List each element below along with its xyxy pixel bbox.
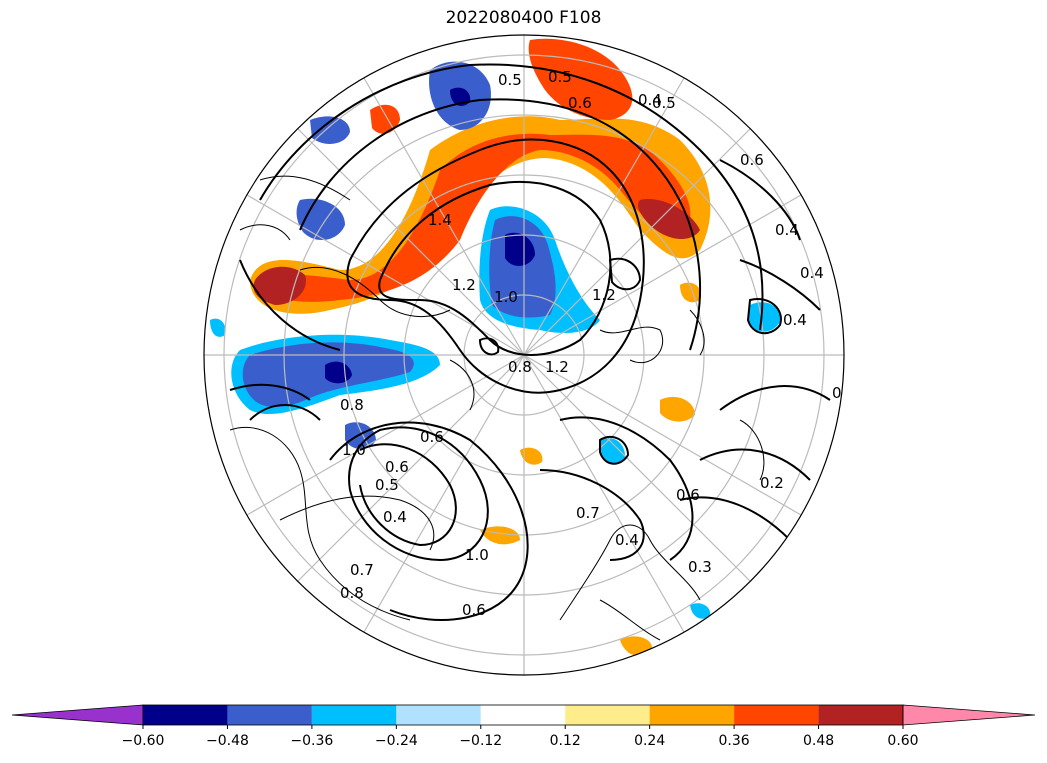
contour-label: 0.4 [615,531,639,549]
colorbar-segment [649,705,735,725]
colorbar-segment [818,705,903,725]
colorbar-tick-label: 0.36 [719,733,750,749]
negative-anomaly-region [690,603,711,619]
positive-anomaly-small [480,526,520,545]
positive-anomaly-top [528,38,633,120]
positive-anomaly-small [680,282,702,303]
contour-label: 0.2 [760,474,784,492]
contour-label: 0.8 [340,584,364,602]
figure-title: 2022080400 F108 [445,8,602,28]
negative-anomaly-region [748,302,781,332]
positive-anomaly-small [660,396,695,422]
contour-label: 0.6 [740,151,764,169]
negative-anomaly-region [310,116,350,144]
colorbar-segment [734,705,819,725]
positive-anomaly-small [620,636,653,656]
contour-label: 0.7 [350,561,374,579]
contour-label: 0.8 [340,396,364,414]
contour-label: 0.6 [568,94,592,112]
contour-label-group: 0.5 0.6 0.5 0.6 0.4 0.4 0.4 0.4 1.4 1.2 … [340,68,856,619]
positive-anomaly-max [638,199,700,240]
contour-label: 1.0 [494,288,518,306]
negative-anomaly-max [505,232,535,266]
coastlines [229,175,765,641]
positive-anomaly-core [265,133,691,302]
contour-label: 0.7 [576,504,600,522]
colorbar-under-arrow [11,704,144,726]
contour-label: 1.2 [592,286,616,304]
contour-label: 0.6 [462,601,486,619]
colorbar-segment [311,705,397,725]
colorbar-tick-label: −0.24 [375,733,418,749]
colorbar-segment [143,705,228,725]
contour-label: 0.5 [375,476,399,494]
contour-label: 1.0 [465,546,489,564]
colorbar-tick-label: −0.60 [122,733,165,749]
colorbar-tick-label: −0.12 [459,733,502,749]
positive-anomaly-small [520,447,543,465]
colorbar-segments [11,704,1036,726]
colorbar-tick-label: 0.60 [887,733,918,749]
contour-label: 1.4 [428,211,452,229]
colorbar-ticks: −0.60 −0.48 −0.36 −0.24 −0.12 0.12 0.24 0.36 0.4… [122,725,919,749]
contour-label: 0.6 [676,486,700,504]
colorbar-over-arrow [902,704,1036,726]
negative-anomaly-region [345,422,376,449]
contour-label: 1.0 [342,441,366,459]
contour-label: 0.5 [498,71,522,89]
contour-label: 0.4 [383,508,407,526]
contour-label: 0.6 [420,428,444,446]
colorbar-segment [396,705,481,725]
map-boundary [203,34,845,676]
contour-label: 0.4 [638,91,662,109]
colorbar-segment [480,705,566,725]
contour-label: 1.2 [545,358,569,376]
colorbar-frame [142,704,904,726]
colorbar-tick-label: 0.24 [634,733,665,749]
negative-anomaly-region [210,318,226,337]
contour-label: 0.3 [688,558,712,576]
colorbar-tick-label: 0.12 [550,733,581,749]
positive-anomaly-max [253,266,306,305]
contour-lines [229,63,831,621]
colorbar-segment [565,705,650,725]
contour-label: 0.4 [832,384,856,402]
contour-label: 0.5 [652,94,676,112]
colorbar-tick-label: −0.36 [290,733,333,749]
positive-anomaly-small [370,104,400,134]
contour-label: 0.4 [800,264,824,282]
colorbar: −0.60 −0.48 −0.36 −0.24 −0.12 0.12 0.24 0.36 0.4… [11,704,1036,749]
colorbar-tick-label: −0.48 [206,733,249,749]
contour-label: 0.6 [385,458,409,476]
polar-map: 0.5 0.6 0.5 0.6 0.4 0.4 0.4 0.4 1.4 1.2 … [203,34,856,676]
contour-label: 0.5 [548,68,572,86]
contour-label: 0.4 [775,221,799,239]
negative-anomaly-region [600,438,626,465]
contour-label: 0.4 [783,311,807,329]
contour-label: 1.2 [452,276,476,294]
colorbar-tick-label: 0.48 [803,733,834,749]
colorbar-segment [227,705,312,725]
contour-label: 0.8 [508,358,532,376]
